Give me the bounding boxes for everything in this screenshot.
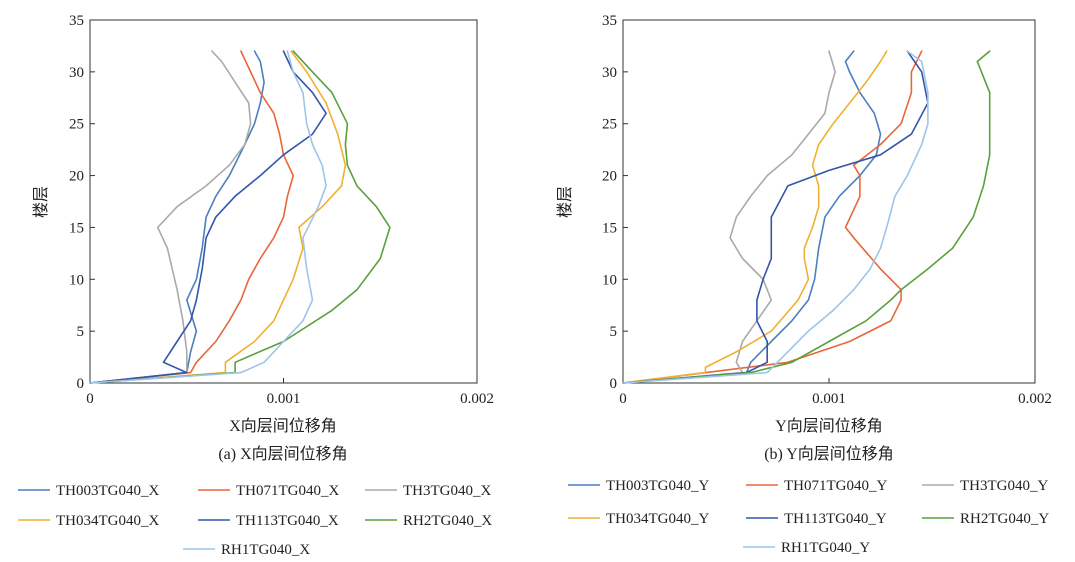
chart-a-series-line: [89, 50, 327, 384]
chart-b-legend-label: RH1TG040_Y: [781, 540, 870, 556]
chart-b-legend-label: TH3TG040_Y: [960, 478, 1048, 494]
chart-a-xticks: 0 0.001 0.002: [86, 378, 494, 407]
chart-a-series-line: [89, 50, 391, 384]
chart-b-ytick-label: 35: [602, 13, 617, 29]
chart-b-yticks: 0 5 10 15 20 25 30 35: [602, 13, 628, 392]
chart-b-legend-label: RH2TG040_Y: [960, 511, 1049, 527]
chart-b-xtick-label: 0.001: [812, 391, 846, 407]
chart-b-legend-label: TH113TG040_Y: [784, 511, 887, 527]
chart-b-caption: (b) Y向层间位移角: [764, 445, 894, 463]
chart-b-series-line: [622, 50, 929, 384]
chart-a-ytick-label: 5: [77, 324, 85, 340]
chart-b-series-line: [622, 50, 929, 384]
chart-a-xtick-label: 0.002: [460, 391, 494, 407]
chart-a-caption: (a) X向层间位移角: [218, 445, 347, 463]
chart-b-series: [622, 50, 991, 384]
chart-a-xlabel: X向层间位移角: [229, 417, 337, 435]
chart-b-legend-label: TH003TG040_Y: [606, 478, 709, 494]
chart-a-yticks: 0 5 10 15 20 25 30 35: [69, 13, 95, 392]
chart-b-xticks: 0 0.001 0.002: [619, 378, 1052, 407]
chart-b-legend-label: TH034TG040_Y: [606, 511, 709, 527]
chart-b-series-line: [622, 50, 991, 384]
chart-b-series-line: [622, 50, 882, 384]
chart-a-ytick-label: 0: [77, 376, 85, 392]
chart-a-legend-label: TH003TG040_X: [56, 483, 159, 499]
chart-a-ylabel: 楼层: [32, 186, 50, 218]
chart-b-series-line: [622, 50, 923, 384]
chart-a-ytick-label: 35: [69, 13, 84, 29]
chart-b-ytick-label: 5: [610, 324, 618, 340]
chart-a: 0 5 10 15 20 25 30 35 0 0.001 0.002 楼层 X向层间位移角 (a…: [18, 13, 494, 558]
chart-b-legend: TH003TG040_Y TH071TG040_Y TH3TG040_Y TH034T…: [568, 478, 1049, 556]
chart-b-ytick-label: 0: [610, 376, 618, 392]
chart-a-series-line: [89, 50, 347, 384]
chart-a-series-line: [89, 50, 327, 384]
chart-a-series-line: [89, 50, 265, 384]
chart-b-ytick-label: 10: [602, 272, 617, 288]
chart-a-legend-label: RH1TG040_X: [221, 542, 310, 558]
chart-a-legend-label: TH071TG040_X: [236, 483, 339, 499]
chart-a-ytick-label: 10: [69, 272, 84, 288]
chart-a-ytick-label: 25: [69, 117, 84, 133]
chart-a-series-line: [89, 50, 252, 384]
chart-a-legend-label: TH113TG040_X: [236, 513, 339, 529]
chart-b-xlabel: Y向层间位移角: [775, 417, 883, 435]
chart-b-legend-label: TH071TG040_Y: [784, 478, 887, 494]
chart-b-series-line: [622, 50, 888, 384]
chart-b-ytick-label: 15: [602, 220, 617, 236]
chart-a-legend-label: TH3TG040_X: [403, 483, 491, 499]
chart-a-xtick-label: 0: [86, 391, 94, 407]
chart-a-ytick-label: 20: [69, 169, 84, 185]
chart-b-xtick-label: 0: [619, 391, 627, 407]
chart-a-ytick-label: 30: [69, 65, 84, 81]
chart-b-ytick-label: 25: [602, 117, 617, 133]
chart-a-series-line: [89, 50, 294, 384]
chart-b-series-line: [622, 50, 836, 384]
chart-a-ytick-label: 15: [69, 220, 84, 236]
chart-a-legend: TH003TG040_X TH071TG040_X TH3TG040_X TH034T…: [18, 483, 492, 558]
chart-a-legend-label: TH034TG040_X: [56, 513, 159, 529]
chart-b-ytick-label: 20: [602, 169, 617, 185]
chart-b-plot-frame: [622, 19, 1036, 384]
chart-b: 0 5 10 15 20 25 30 35 0 0.001 0.002 楼层 Y向层间位移角 (b…: [556, 13, 1052, 556]
chart-a-series: [89, 50, 391, 384]
chart-a-xtick-label: 0.001: [267, 391, 301, 407]
chart-a-plot-frame: [89, 19, 478, 384]
chart-b-ytick-label: 30: [602, 65, 617, 81]
chart-b-xtick-label: 0.002: [1018, 391, 1052, 407]
chart-b-ylabel: 楼层: [556, 186, 574, 218]
chart-a-legend-label: RH2TG040_X: [403, 513, 492, 529]
